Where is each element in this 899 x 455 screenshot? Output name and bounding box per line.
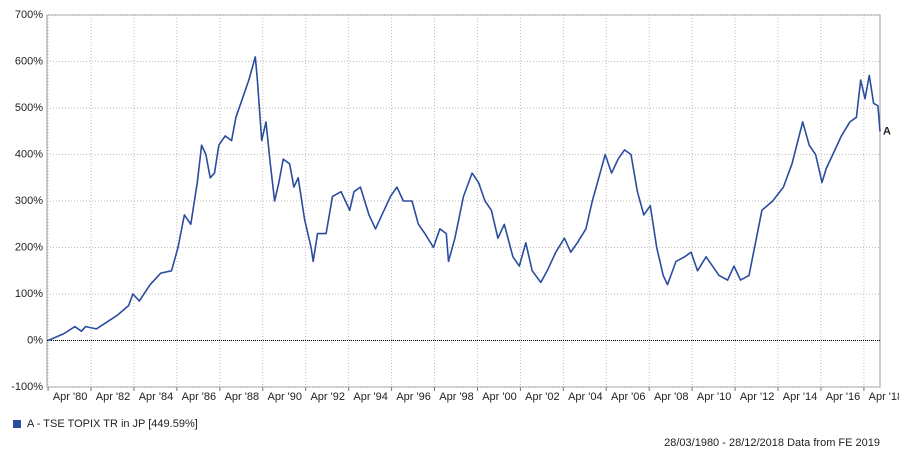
x-tick-label: Apr '82 <box>96 391 131 403</box>
y-tick-label: 600% <box>15 55 43 67</box>
x-tick-label: Apr '84 <box>139 391 174 403</box>
x-tick-label: Apr '00 <box>482 391 517 403</box>
x-tick-label: Apr '90 <box>268 391 303 403</box>
x-tick-label: Apr '04 <box>568 391 603 403</box>
x-tick-label: Apr '10 <box>697 391 732 403</box>
y-tick-label: 0% <box>27 334 43 346</box>
x-tick-label: Apr '88 <box>225 391 260 403</box>
x-tick-label: Apr '18 <box>869 391 899 403</box>
end-label: A <box>883 125 891 137</box>
legend-swatch <box>13 420 21 428</box>
y-tick-label: -100% <box>11 381 43 393</box>
x-tick-label: Apr '80 <box>53 391 88 403</box>
x-tick-label: Apr '08 <box>654 391 689 403</box>
x-tick-label: Apr '92 <box>310 391 345 403</box>
x-tick-label: Apr '94 <box>353 391 388 403</box>
y-tick-label: 700% <box>15 9 43 21</box>
y-tick-label: 500% <box>15 102 43 114</box>
x-tick-label: Apr '16 <box>826 391 861 403</box>
x-tick-label: Apr '14 <box>783 391 818 403</box>
y-tick-label: 400% <box>15 148 43 160</box>
x-tick-label: Apr '06 <box>611 391 646 403</box>
y-tick-label: 300% <box>15 195 43 207</box>
legend-label: A - TSE TOPIX TR in JP [449.59%] <box>27 418 198 430</box>
x-tick-label: Apr '12 <box>740 391 775 403</box>
x-tick-label: Apr '98 <box>439 391 474 403</box>
y-tick-label: 100% <box>15 288 43 300</box>
y-tick-label: 200% <box>15 241 43 253</box>
series-line <box>47 56 881 342</box>
footer: 28/03/1980 - 28/12/2018 Data from FE 201… <box>664 437 880 449</box>
x-tick-label: Apr '02 <box>525 391 560 403</box>
x-tick-label: Apr '96 <box>396 391 431 403</box>
x-tick-label: Apr '86 <box>182 391 217 403</box>
